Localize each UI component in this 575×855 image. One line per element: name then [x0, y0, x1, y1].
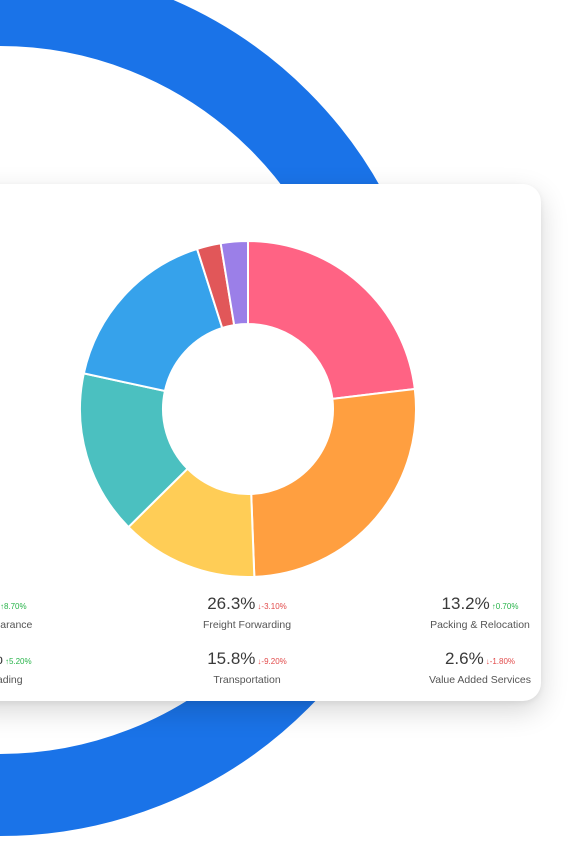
stat-change: ↓-9.20%	[257, 657, 287, 666]
stat-change: ↓-1.80%	[485, 657, 516, 666]
stat-label: Trading	[0, 674, 23, 686]
stat-change: ↑5.20%	[4, 657, 32, 666]
stat-percent: 26.3%	[207, 594, 256, 613]
stat-trading: 8%↑5.20% Trading	[0, 649, 105, 686]
donut-slice-5[interactable]	[82, 247, 224, 393]
stat-label: ms Clearance	[0, 619, 33, 631]
donut-slice-1[interactable]	[247, 239, 416, 400]
stat-label: Transportation	[213, 674, 281, 686]
stat-packing-relocation: 13.2% ↑0.70% Packing & Relocation	[380, 594, 575, 631]
stat-customs-clearance: 7%↑8.70% ms Clearance	[0, 594, 100, 631]
chart-card: 7%↑8.70% ms Clearance 26.3%↓-3.10% Freig…	[0, 184, 541, 701]
donut-slice-7[interactable]	[219, 239, 249, 327]
stat-freight-forwarding: 26.3% ↓-3.10% Freight Forwarding	[147, 594, 347, 631]
stat-change: ↓-3.10%	[257, 602, 287, 611]
stat-percent: 2.6%	[444, 649, 484, 668]
stat-percent: 13.2%	[441, 594, 490, 613]
donut-slice-4[interactable]	[79, 372, 189, 529]
stat-label: Freight Forwarding	[202, 619, 292, 631]
stat-percent: 8%	[0, 649, 3, 668]
stat-change: ↑8.70%	[0, 602, 27, 611]
donut-slice-2[interactable]	[250, 387, 417, 578]
stat-label: Value Added Services	[429, 674, 531, 686]
donut-chart	[79, 239, 417, 578]
stat-percent: 15.8%	[207, 649, 256, 668]
stat-change: ↑0.70%	[491, 602, 519, 611]
stat-label: Packing & Relocation	[430, 619, 530, 631]
stat-value-added-services: 2.6% ↓-1.80% Value Added Services	[380, 649, 575, 686]
stat-transportation: 15.8% ↓-9.20% Transportation	[147, 649, 347, 686]
